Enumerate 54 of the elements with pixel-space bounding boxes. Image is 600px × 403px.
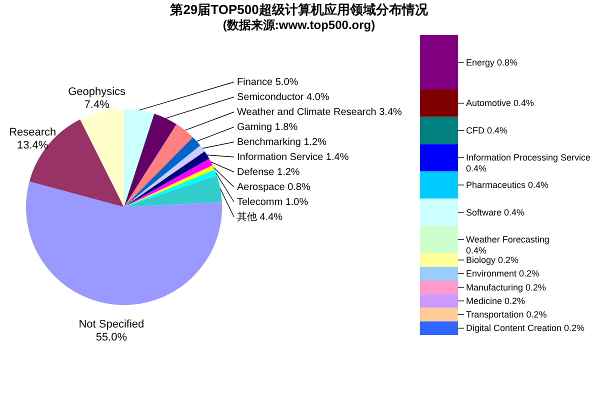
data-label: 7.4%	[84, 99, 110, 112]
slice-label: Weather and Climate Research 3.4%	[237, 107, 402, 118]
text: Software 0.4%	[466, 207, 525, 218]
pie-slice	[124, 137, 200, 207]
pie-slice	[26, 181, 222, 305]
text: Biology 0.2%	[466, 255, 519, 265]
slice-label: Not Specified	[78, 318, 144, 330]
pie-slice	[124, 158, 213, 207]
text: Energy 0.8%	[466, 57, 518, 68]
series-label: Weather Forecasting	[466, 234, 550, 245]
data-label: 13.4%	[17, 139, 48, 152]
text: Automotive 0.4%	[466, 98, 534, 108]
bar	[420, 266, 458, 280]
pie-slice	[124, 109, 154, 207]
bar	[420, 116, 458, 144]
bar	[420, 35, 458, 90]
pie-slice	[124, 114, 177, 207]
data-label: 0.4%	[466, 164, 487, 174]
text: Transportation 0.2%	[466, 310, 547, 320]
bar	[420, 280, 458, 294]
slice-label: Benchmarking 1.2%	[237, 137, 327, 148]
text: Medicine 0.2%	[466, 296, 526, 306]
slice-label: Gaming 1.8%	[237, 122, 298, 133]
bar	[420, 321, 458, 335]
pie-slice	[80, 109, 124, 207]
slice-label: 其他 4.4%	[237, 211, 283, 223]
text: Digital Content Creation 0.2%	[466, 323, 585, 334]
text: Environment 0.2%	[466, 268, 540, 279]
data-label: 0.4%	[466, 246, 487, 256]
text: Manufacturing 0.2%	[466, 282, 546, 292]
data-label: 55.0%	[96, 331, 128, 344]
pie-slice	[124, 176, 222, 207]
bar	[420, 90, 458, 117]
chart-subtitle: (数据来源:www.top500.org)	[222, 18, 376, 32]
bar	[420, 308, 458, 322]
bar	[420, 171, 458, 199]
bar	[420, 198, 458, 226]
text: CFD 0.4%	[466, 125, 508, 136]
series-label: Information Processing Service	[466, 152, 591, 163]
slice-label: Research	[9, 126, 56, 138]
bar	[420, 226, 458, 254]
chart-title: 第29届TOP500超级计算机应用领域分布情况	[169, 2, 429, 17]
bar	[420, 253, 458, 267]
slice-label: Geophysics	[68, 86, 126, 98]
bar	[420, 144, 458, 172]
slice-label: Aerospace 0.8%	[237, 182, 310, 193]
slice-label: Defense 1.2%	[237, 167, 300, 178]
slice-label: Finance 5.0%	[237, 77, 298, 88]
slice-label: Semiconductor 4.0%	[237, 92, 330, 103]
text: Pharmaceutics 0.4%	[466, 180, 549, 190]
slice-label: Telecomm 1.0%	[237, 197, 308, 208]
pie-slice	[124, 124, 193, 207]
bar	[420, 294, 458, 308]
slice-label: Information Service 1.4%	[237, 152, 349, 163]
